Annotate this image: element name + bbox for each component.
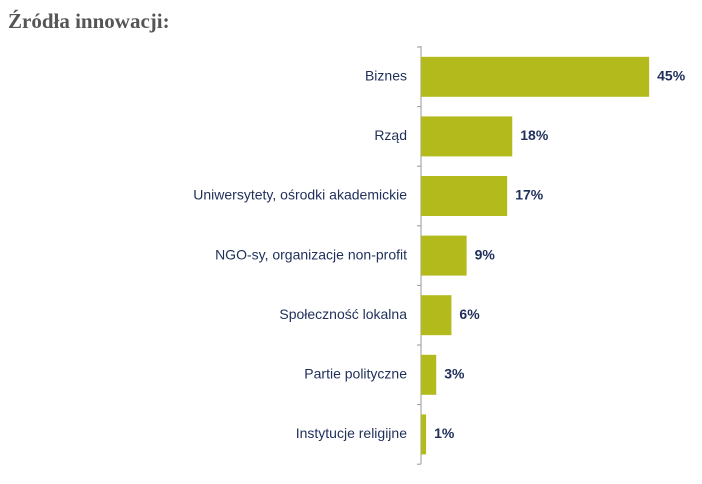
bar (421, 56, 650, 97)
value-label: 9% (475, 246, 496, 262)
bar (421, 295, 452, 336)
value-label: 3% (444, 366, 465, 382)
category-label: NGO-sy, organizacje non-profit (215, 246, 407, 262)
value-label: 18% (520, 127, 549, 143)
value-label: 17% (515, 187, 544, 203)
category-label: Instytucje religijne (296, 425, 407, 441)
chart-title: Źródła innowacji: (8, 9, 170, 33)
category-label: Społeczność lokalna (279, 306, 407, 322)
bar (421, 176, 508, 216)
category-label: Uniwersytety, ośrodki akademickie (193, 187, 407, 203)
bar (421, 414, 427, 455)
category-label: Biznes (365, 68, 407, 84)
bar (421, 116, 513, 157)
category-label: Partie polityczne (304, 366, 407, 382)
value-label: 6% (459, 306, 480, 322)
bar (421, 354, 437, 395)
value-label: 45% (657, 68, 686, 84)
bar (421, 235, 467, 276)
category-label: Rząd (374, 127, 407, 143)
value-label: 1% (434, 425, 455, 441)
